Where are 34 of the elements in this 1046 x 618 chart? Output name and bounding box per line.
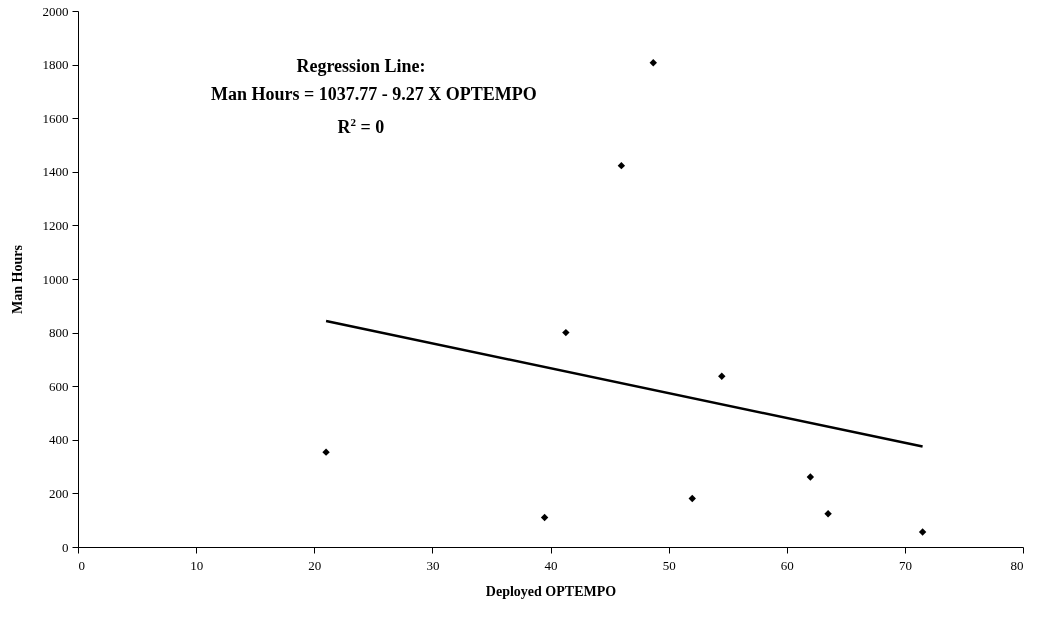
point: [617, 161, 626, 170]
x-tick-label: 30: [426, 557, 440, 573]
point: [562, 328, 570, 337]
x-tick-label: 20: [308, 557, 322, 573]
y-tick-label: 1000: [42, 271, 69, 287]
y-tick-label: 1400: [42, 164, 69, 180]
point: [718, 372, 726, 380]
y-tick-label: 0: [62, 539, 69, 555]
annotation: Regression Line:: [295, 55, 427, 78]
point: [649, 59, 657, 67]
x-tick-label: 70: [898, 557, 912, 573]
annotation: R$^{2}$ = 0: [336, 115, 386, 139]
y-tick-label: 400: [49, 432, 69, 448]
y-tick-label: 1800: [42, 57, 69, 73]
x-tick-label: 80: [1010, 557, 1024, 573]
point: [540, 513, 549, 522]
point: [806, 473, 815, 481]
y-tick-label: 1200: [42, 217, 69, 233]
x-axis-title: Deployed OPTEMPO: [485, 583, 617, 599]
x-tick-label: 40: [544, 557, 558, 573]
y-tick-label: 2000: [42, 3, 69, 19]
x-tick-label: 50: [662, 557, 676, 573]
x-tick-label: 0: [78, 557, 85, 573]
point: [824, 510, 832, 518]
y-tick-label: 600: [49, 378, 69, 394]
x-tick-label: 60: [780, 557, 794, 573]
point: [918, 528, 927, 536]
y-tick-label: 800: [49, 325, 69, 341]
y-tick-label: 1600: [42, 110, 69, 126]
x-tick-label: 10: [190, 557, 204, 573]
y-axis-title: Man Hours: [9, 244, 25, 314]
y-tick-label: 200: [49, 485, 69, 501]
point: [688, 494, 696, 503]
annotation: Man Hours = 1037.77 - 9.27 X OPTEMPO: [211, 83, 537, 106]
